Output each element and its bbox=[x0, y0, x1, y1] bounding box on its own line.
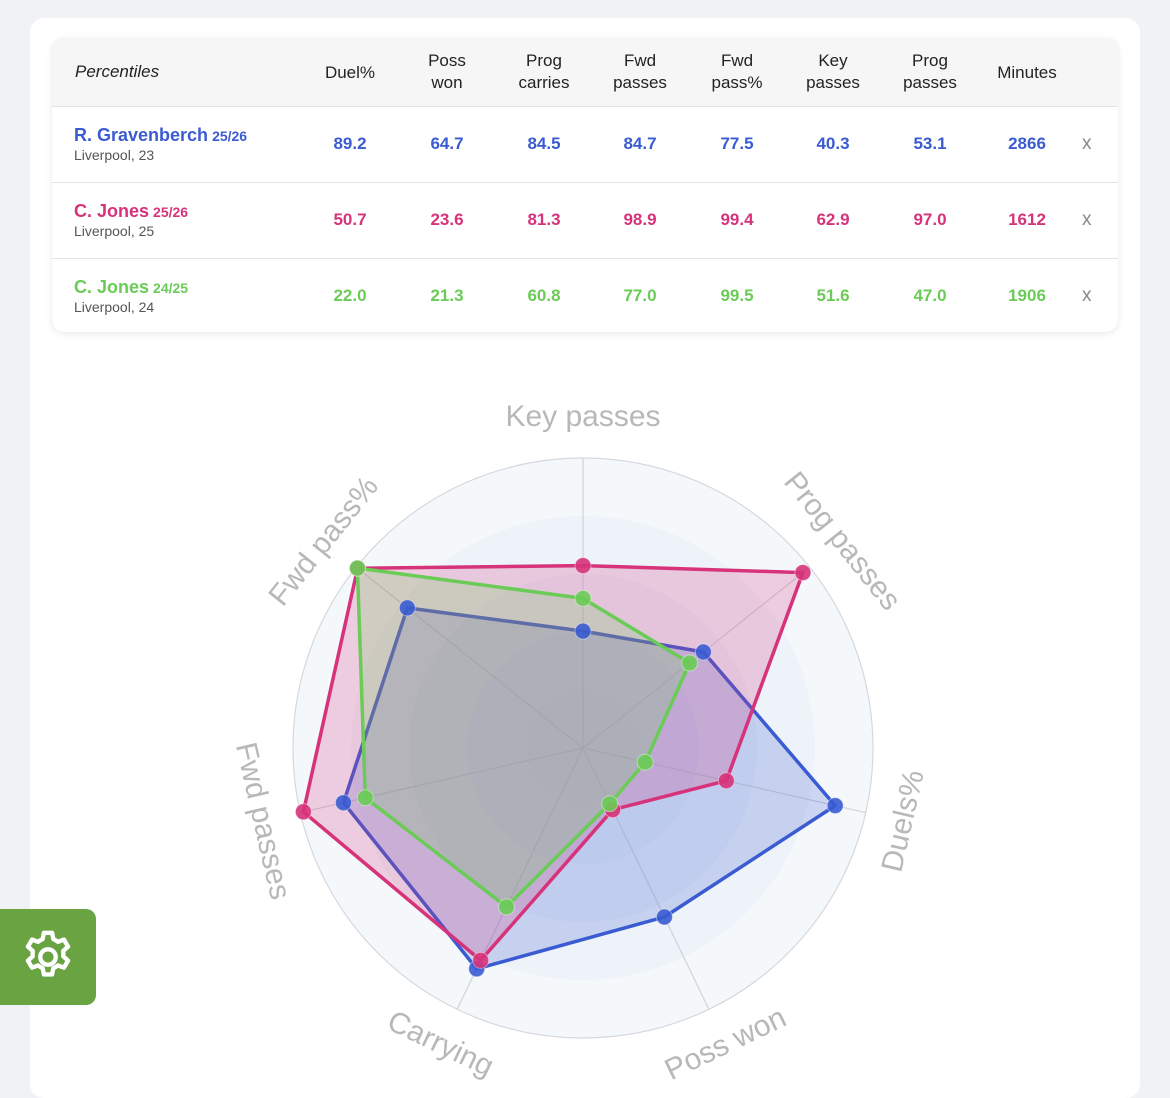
cell-fwd-pass-pct: 99.5 bbox=[720, 286, 754, 305]
data-point[interactable] bbox=[681, 654, 699, 672]
player-club-age: Liverpool, 25 bbox=[74, 223, 155, 239]
data-point[interactable] bbox=[398, 599, 416, 617]
cell-duel-pct: 50.7 bbox=[333, 210, 367, 229]
player-club-age: Liverpool, 24 bbox=[74, 299, 155, 315]
player-name[interactable]: C. Jones 25/26 bbox=[74, 201, 188, 222]
cell-fwd-passes: 98.9 bbox=[623, 210, 657, 229]
cell-poss-won: 23.6 bbox=[430, 210, 464, 229]
player-season: 24/25 bbox=[153, 280, 189, 296]
data-point[interactable] bbox=[356, 789, 374, 807]
header-fwd-passes: Fwd passes bbox=[613, 51, 667, 92]
data-point[interactable] bbox=[636, 753, 654, 771]
cell-poss-won: 64.7 bbox=[430, 134, 464, 153]
table-header: Percentiles Duel% Poss won Prog carries … bbox=[52, 38, 1118, 107]
cell-fwd-pass-pct: 77.5 bbox=[720, 134, 754, 153]
cell-duel-pct: 89.2 bbox=[333, 134, 367, 153]
header-prog-passes: Prog passes bbox=[903, 51, 957, 92]
data-point[interactable] bbox=[335, 794, 352, 812]
player-name-text: C. Jones bbox=[74, 201, 150, 221]
cell-fwd-pass-pct: 99.4 bbox=[720, 210, 754, 229]
percentiles-table: Percentiles Duel% Poss won Prog carries … bbox=[52, 38, 1118, 332]
cell-fwd-passes: 77.0 bbox=[623, 286, 657, 305]
series-area bbox=[341, 606, 837, 971]
axis-label: Duels% bbox=[876, 767, 931, 875]
cell-prog-carries: 81.3 bbox=[527, 210, 561, 229]
data-point[interactable] bbox=[574, 622, 592, 640]
cell-prog-passes: 97.0 bbox=[913, 210, 947, 229]
header-prog-carries: Prog carries bbox=[518, 51, 570, 92]
data-point[interactable] bbox=[472, 951, 490, 969]
player-season: 25/26 bbox=[153, 204, 189, 220]
cell-duel-pct: 22.0 bbox=[333, 286, 367, 305]
axis-label: Key passes bbox=[505, 400, 660, 433]
data-point[interactable] bbox=[794, 564, 812, 582]
cell-key-passes: 51.6 bbox=[816, 286, 850, 305]
cell-prog-passes: 47.0 bbox=[913, 286, 947, 305]
radar-spoke bbox=[582, 747, 710, 1010]
cell-key-passes: 40.3 bbox=[816, 134, 850, 153]
cell-prog-passes: 53.1 bbox=[913, 134, 947, 153]
settings-button[interactable] bbox=[0, 909, 96, 1005]
axis-label: Fwd passes bbox=[229, 739, 297, 902]
data-point[interactable] bbox=[826, 797, 844, 815]
table-row: C. Jones 25/26 Liverpool, 25 50.7 23.6 81… bbox=[52, 183, 1118, 259]
cell-key-passes: 62.9 bbox=[816, 210, 850, 229]
remove-player-button[interactable]: x bbox=[1082, 209, 1092, 230]
cell-minutes: 1612 bbox=[1008, 210, 1046, 229]
data-point[interactable] bbox=[348, 559, 366, 577]
header-percentiles: Percentiles bbox=[75, 62, 160, 81]
data-point[interactable] bbox=[574, 589, 592, 607]
player-name[interactable]: C. Jones 24/25 bbox=[74, 277, 188, 298]
cell-prog-carries: 60.8 bbox=[527, 286, 561, 305]
header-duel-pct: Duel% bbox=[324, 63, 376, 82]
radar-spoke bbox=[355, 566, 584, 749]
series-area bbox=[301, 563, 805, 963]
remove-player-button[interactable]: x bbox=[1082, 285, 1092, 306]
cell-prog-carries: 84.5 bbox=[527, 134, 561, 153]
data-point[interactable] bbox=[717, 772, 735, 790]
table-row: R. Gravenberch 25/26 Liverpool, 23 89.2 6… bbox=[52, 107, 1118, 183]
header-minutes: Minutes bbox=[997, 63, 1057, 82]
data-point[interactable] bbox=[574, 557, 592, 575]
player-name-text: C. Jones bbox=[74, 277, 150, 297]
header-poss-won: Poss won bbox=[428, 51, 466, 92]
data-point[interactable] bbox=[694, 643, 712, 661]
table-row: C. Jones 24/25 Liverpool, 24 22.0 21.3 60… bbox=[52, 259, 1118, 332]
cell-minutes: 2866 bbox=[1008, 134, 1046, 153]
cell-minutes: 1906 bbox=[1008, 286, 1046, 305]
header-fwd-pass-pct: Fwd pass% bbox=[711, 51, 763, 92]
series-area bbox=[355, 566, 692, 909]
player-season: 25/26 bbox=[212, 128, 248, 144]
data-point[interactable] bbox=[655, 908, 673, 926]
data-point[interactable] bbox=[601, 795, 619, 813]
header-key-passes: Key passes bbox=[806, 51, 860, 92]
remove-player-button[interactable]: x bbox=[1082, 133, 1092, 154]
player-club-age: Liverpool, 23 bbox=[74, 147, 155, 163]
data-point[interactable] bbox=[498, 898, 515, 916]
data-point[interactable] bbox=[294, 803, 312, 821]
player-name[interactable]: R. Gravenberch 25/26 bbox=[74, 125, 247, 146]
player-name-text: R. Gravenberch bbox=[74, 125, 209, 145]
cell-poss-won: 21.3 bbox=[430, 286, 464, 305]
gear-icon bbox=[25, 930, 71, 977]
cell-fwd-passes: 84.7 bbox=[623, 134, 657, 153]
radar-spoke bbox=[582, 566, 811, 749]
